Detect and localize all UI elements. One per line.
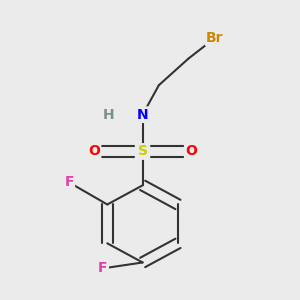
Text: H: H bbox=[103, 108, 115, 122]
Text: Br: Br bbox=[206, 31, 224, 45]
Text: O: O bbox=[185, 145, 197, 158]
Text: F: F bbox=[98, 261, 108, 275]
Text: F: F bbox=[64, 176, 74, 189]
Text: N: N bbox=[137, 108, 148, 122]
Text: H: H bbox=[103, 108, 115, 122]
Text: O: O bbox=[88, 145, 100, 158]
Text: S: S bbox=[138, 145, 148, 158]
